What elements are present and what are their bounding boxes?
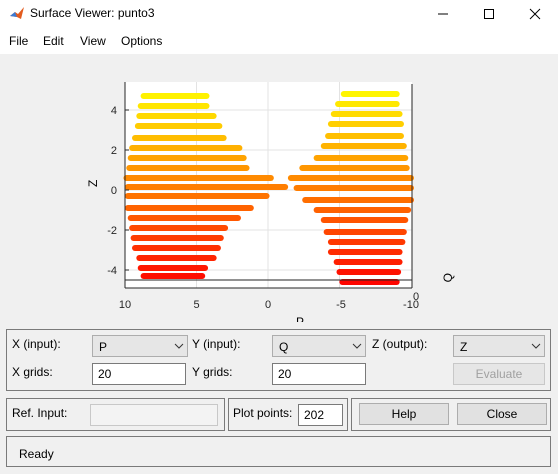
minimize-icon xyxy=(438,13,448,15)
x-input-label: X (input): xyxy=(12,337,61,351)
axis-settings-panel: X (input): P Y (input): Q Z (output): Z … xyxy=(6,329,551,391)
status-text: Ready xyxy=(19,447,54,461)
surface-plot[interactable]: 420-2-4 10 5 0 -5 -100 Z P Q xyxy=(0,54,558,329)
y-grids-label: Y grids: xyxy=(192,365,233,379)
plot-area[interactable]: 4 2 0 -2 -4 10 5 0 -5 -10 0 Z P Q xyxy=(0,54,558,329)
q-tick-label: -5 xyxy=(336,299,346,311)
close-window-button[interactable] xyxy=(512,0,558,28)
z-output-select[interactable]: Z xyxy=(453,335,545,357)
evaluate-button[interactable]: Evaluate xyxy=(453,363,545,385)
plot-points-field[interactable]: 202 xyxy=(298,404,343,426)
menu-bar: File Edit View Options xyxy=(0,28,558,54)
maximize-icon xyxy=(484,9,494,19)
menu-file[interactable]: File xyxy=(9,34,29,48)
close-icon xyxy=(529,8,541,20)
window-title: Surface Viewer: punto3 xyxy=(30,6,155,20)
z-output-value: Z xyxy=(460,340,468,354)
status-panel: Ready xyxy=(6,436,551,467)
menu-view[interactable]: View xyxy=(80,34,106,48)
y-grids-field[interactable]: 20 xyxy=(272,363,366,385)
ref-input-panel: Ref. Input: xyxy=(6,398,225,431)
p-tick-labels: 10 5 0 xyxy=(119,299,271,311)
close-button[interactable]: Close xyxy=(457,403,547,425)
z-output-label: Z (output): xyxy=(372,337,428,351)
surface-strips xyxy=(123,91,414,285)
y-input-select[interactable]: Q xyxy=(272,335,366,357)
z-tick-label: 2 xyxy=(111,145,117,157)
p-axis-label: P xyxy=(296,315,304,322)
matlab-icon xyxy=(10,7,24,19)
z-tick-label: 0 xyxy=(111,185,117,197)
y-input-value: Q xyxy=(279,340,289,354)
chevron-down-icon xyxy=(170,336,187,356)
q-axis-label: Q xyxy=(440,272,455,284)
ref-input-field[interactable] xyxy=(90,404,218,426)
q-tick-label: 0 xyxy=(413,291,419,303)
menu-options[interactable]: Options xyxy=(121,34,163,48)
q-tick-label: -10 xyxy=(403,299,419,311)
x-input-value: P xyxy=(99,340,108,354)
z-tick-labels: 4 2 0 -2 -4 xyxy=(107,105,129,277)
menu-edit[interactable]: Edit xyxy=(43,34,64,48)
minimize-button[interactable] xyxy=(420,0,466,28)
z-axis-label: Z xyxy=(86,180,100,187)
action-buttons-panel: Help Close xyxy=(351,398,551,431)
x-grids-label: X grids: xyxy=(12,365,53,379)
plot-points-panel: Plot points: 202 xyxy=(228,398,348,431)
chevron-down-icon xyxy=(348,336,365,356)
z-tick-label: -4 xyxy=(107,265,117,277)
maximize-button[interactable] xyxy=(466,0,512,28)
z-tick-label: -2 xyxy=(107,225,117,237)
p-tick-label: 0 xyxy=(265,299,271,311)
title-bar: Surface Viewer: punto3 xyxy=(0,0,558,28)
ref-input-label: Ref. Input: xyxy=(12,406,68,420)
p-tick-label: 5 xyxy=(193,299,199,311)
z-tick-label: 4 xyxy=(111,105,117,117)
p-tick-label: 10 xyxy=(119,299,131,311)
help-button[interactable]: Help xyxy=(359,403,449,425)
x-grids-field[interactable]: 20 xyxy=(92,363,186,385)
plot-axes xyxy=(124,82,413,289)
x-input-select[interactable]: P xyxy=(92,335,188,357)
plot-points-label: Plot points: xyxy=(233,406,293,420)
y-input-label: Y (input): xyxy=(192,337,241,351)
chevron-down-icon xyxy=(527,336,544,356)
q-tick-labels: -5 -100 xyxy=(336,291,419,311)
